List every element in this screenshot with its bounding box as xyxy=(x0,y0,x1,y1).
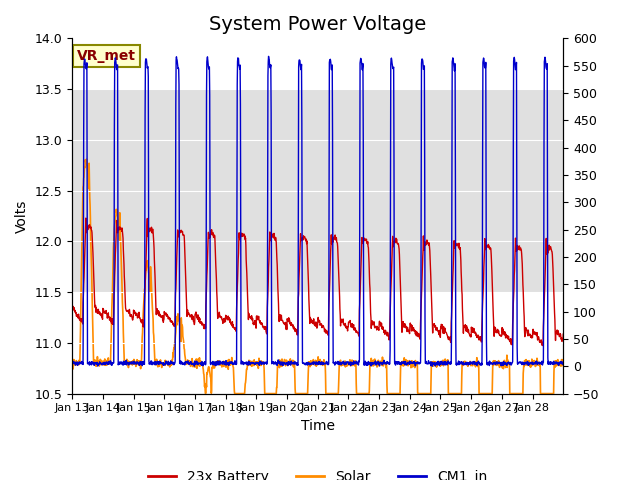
Text: VR_met: VR_met xyxy=(77,49,136,63)
Legend: 23x Battery, Solar, CM1_in: 23x Battery, Solar, CM1_in xyxy=(142,465,493,480)
Y-axis label: Volts: Volts xyxy=(15,199,29,233)
Bar xyxy=(72,89,563,292)
Title: System Power Voltage: System Power Voltage xyxy=(209,15,426,34)
X-axis label: Time: Time xyxy=(301,419,335,433)
